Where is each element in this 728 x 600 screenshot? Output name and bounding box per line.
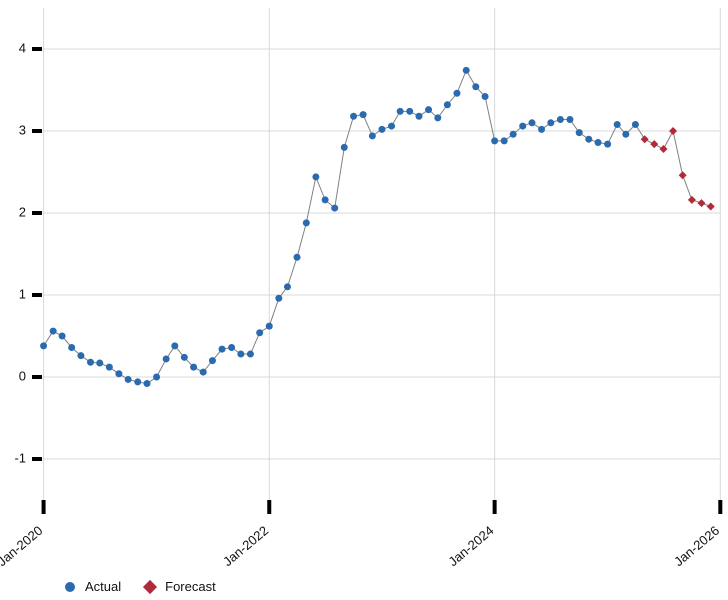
svg-text:3: 3 [19,122,26,137]
legend-swatch-forecast [143,579,157,593]
legend: Actual Forecast [65,579,216,594]
svg-text:1: 1 [19,286,26,301]
svg-text:-1: -1 [14,450,26,465]
legend-label-actual: Actual [85,579,121,594]
chart-svg: -101234Jan-2020Jan-2022Jan-2024Jan-2026 [0,0,728,600]
svg-text:2: 2 [19,204,26,219]
legend-swatch-actual [65,582,75,592]
legend-item-actual: Actual [65,579,121,594]
legend-label-forecast: Forecast [165,579,216,594]
svg-text:4: 4 [19,40,26,55]
legend-item-forecast: Forecast [145,579,216,594]
svg-text:0: 0 [19,368,26,383]
time-series-chart: -101234Jan-2020Jan-2022Jan-2024Jan-2026 … [0,0,728,600]
